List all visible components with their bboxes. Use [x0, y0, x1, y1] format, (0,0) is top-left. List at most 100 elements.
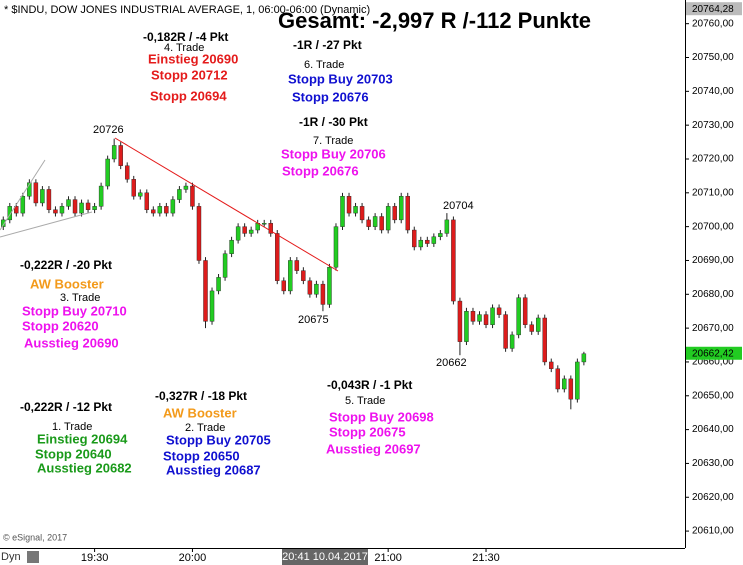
- trend-line: [114, 137, 339, 272]
- candle-body: [405, 195, 410, 231]
- candle-body: [98, 185, 104, 207]
- y-tick-label: 20630,00: [692, 458, 734, 469]
- candle-body: [522, 297, 528, 325]
- x-tick-label: 20:00: [179, 552, 207, 564]
- candle-body: [216, 277, 221, 292]
- channel-line: [0, 159, 46, 231]
- candle-body: [151, 209, 156, 214]
- candle-body: [105, 158, 110, 187]
- candle-body: [294, 260, 300, 271]
- candle-body: [20, 195, 26, 214]
- candle-body: [490, 307, 495, 325]
- trade-label: 2. Trade: [185, 422, 225, 434]
- candle-body: [575, 361, 580, 400]
- candle-body: [124, 165, 130, 180]
- candle-body: [542, 317, 547, 363]
- candle-body: [268, 223, 273, 234]
- candle-body: [222, 253, 228, 278]
- candle-body: [46, 189, 52, 210]
- trade-line: Stopp 20650: [163, 448, 240, 463]
- candle-body: [288, 260, 293, 292]
- trade-line: Stopp 20676: [282, 163, 359, 178]
- x-tick-label: 21:30: [472, 552, 500, 564]
- candle-body: [529, 324, 534, 332]
- candle-body: [235, 226, 241, 241]
- candle-body: [327, 267, 332, 305]
- candle-body: [72, 199, 78, 214]
- y-tick-label: 20640,00: [692, 424, 734, 435]
- candle-body: [203, 260, 208, 322]
- candle-body: [412, 229, 417, 248]
- candle-body: [40, 189, 45, 204]
- candle-body: [183, 185, 189, 190]
- trade-result: -0,043R / -1 Pkt: [327, 378, 412, 392]
- candle-body: [535, 317, 541, 332]
- y-tick-label: 20740,00: [692, 86, 734, 97]
- y-tick-label: 20690,00: [692, 255, 734, 266]
- trade-result: -0,222R / -12 Pkt: [20, 400, 112, 414]
- trade-result: -1R / -30 Pkt: [299, 115, 368, 129]
- candle-body: [516, 297, 521, 336]
- candle-body: [118, 145, 123, 166]
- candle-body: [281, 280, 287, 292]
- trade-line: Einstieg 20690: [148, 51, 238, 66]
- y-tick-label: 20620,00: [692, 492, 734, 503]
- copyright: © eSignal, 2017: [3, 532, 67, 542]
- candle-body: [229, 239, 234, 254]
- y-tick-label: 20700,00: [692, 221, 734, 232]
- trade-label: 3. Trade: [60, 292, 100, 304]
- price-label: 20704: [443, 200, 474, 212]
- candle-body: [555, 368, 561, 390]
- candle-body: [438, 233, 443, 237]
- trade-label: 1. Trade: [52, 421, 92, 433]
- trade-line: Ausstieg 20682: [37, 460, 132, 475]
- trade-result: -0,222R / -20 Pkt: [20, 258, 112, 272]
- trade-line: Einstieg 20694: [37, 431, 128, 446]
- chart-title: Gesamt: -2,997 R /-112 Punkte: [278, 8, 591, 33]
- y-tick-label: 20610,00: [692, 526, 734, 537]
- price-label: 20675: [298, 314, 329, 326]
- candle-body: [170, 199, 176, 214]
- trade-result: -1R / -27 Pkt: [293, 38, 362, 52]
- y-tick-label: 20760,00: [692, 18, 734, 29]
- trade-line: Stopp 20712: [151, 67, 228, 82]
- candle-body: [425, 239, 430, 244]
- trade-line: Stopp Buy 20706: [281, 146, 386, 161]
- candle-body: [431, 236, 437, 244]
- candle-body: [333, 226, 339, 268]
- candle-body: [14, 206, 19, 214]
- candle-body: [372, 216, 378, 227]
- candle-body: [483, 314, 489, 325]
- trade-note: AW Booster: [163, 405, 237, 420]
- candle-body: [418, 239, 424, 248]
- candle-body: [301, 270, 306, 281]
- trade-line: Stopp Buy 20703: [288, 71, 393, 86]
- candle-body: [138, 192, 143, 197]
- y-tick-label: 20750,00: [692, 52, 734, 63]
- candle-body: [7, 206, 13, 221]
- candle-body: [157, 206, 163, 214]
- mode-icon[interactable]: [27, 551, 39, 563]
- candle-body: [496, 307, 502, 315]
- candle-body: [477, 314, 482, 322]
- y-tick-label: 20680,00: [692, 289, 734, 300]
- candle-body: [242, 226, 247, 234]
- candle-body: [503, 314, 508, 349]
- crosshair-box: [282, 549, 368, 565]
- mode-label: Dyn: [1, 551, 21, 563]
- trade-label: 4. Trade: [164, 42, 204, 54]
- high-marker-label: 20764,28: [692, 4, 734, 15]
- last-price-label: 20662,42: [692, 348, 734, 359]
- candle-body: [320, 283, 326, 305]
- candle-body: [196, 206, 202, 261]
- candle-body: [66, 199, 71, 207]
- channel-line: [0, 211, 93, 238]
- x-tick-label: 19:30: [81, 552, 109, 564]
- candle-body: [568, 378, 574, 400]
- candle-body: [314, 283, 319, 295]
- candle-body: [1, 219, 6, 227]
- candle-body: [346, 195, 352, 214]
- trade-label: 5. Trade: [345, 395, 385, 407]
- trade-line: Stopp Buy 20705: [166, 432, 271, 447]
